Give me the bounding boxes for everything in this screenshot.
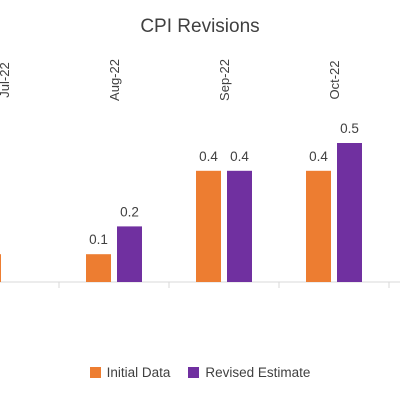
bar-revised	[117, 226, 142, 282]
legend-item-revised: Revised Estimate	[188, 365, 310, 380]
data-label: 0.2	[120, 204, 139, 219]
bar-initial	[196, 170, 221, 282]
category-label: Oct-22	[327, 60, 342, 99]
category-label: Jul-22	[0, 62, 12, 97]
legend: Initial Data Revised Estimate	[0, 365, 400, 380]
data-label: 0.1	[89, 232, 108, 247]
data-label: 0.4	[199, 149, 218, 164]
chart-title: CPI Revisions	[140, 16, 260, 37]
legend-swatch-initial	[89, 367, 101, 378]
bar-initial	[0, 254, 1, 282]
legend-label-initial: Initial Data	[106, 365, 171, 380]
bar-initial	[86, 254, 111, 282]
bar-initial	[306, 170, 331, 282]
legend-label-revised: Revised Estimate	[205, 365, 311, 380]
bar-revised	[227, 170, 252, 282]
category-label: Aug-22	[107, 59, 122, 101]
legend-item-initial: Initial Data	[89, 365, 171, 380]
data-label: 0.4	[230, 149, 249, 164]
bar-revised	[337, 143, 362, 282]
legend-swatch-revised	[188, 367, 200, 378]
data-label: 0.4	[309, 149, 328, 164]
category-label: Sep-22	[217, 59, 232, 101]
data-label: 0.5	[340, 121, 359, 136]
